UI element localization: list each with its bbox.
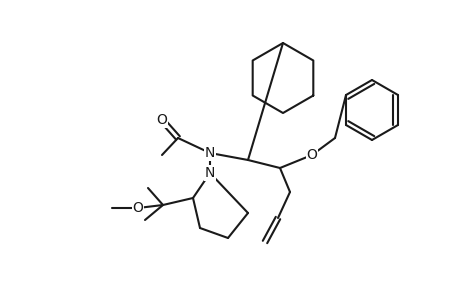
Text: O: O <box>306 148 317 162</box>
Text: N: N <box>204 166 215 180</box>
Text: O: O <box>132 201 143 215</box>
Text: O: O <box>156 113 167 127</box>
Text: N: N <box>204 146 215 160</box>
